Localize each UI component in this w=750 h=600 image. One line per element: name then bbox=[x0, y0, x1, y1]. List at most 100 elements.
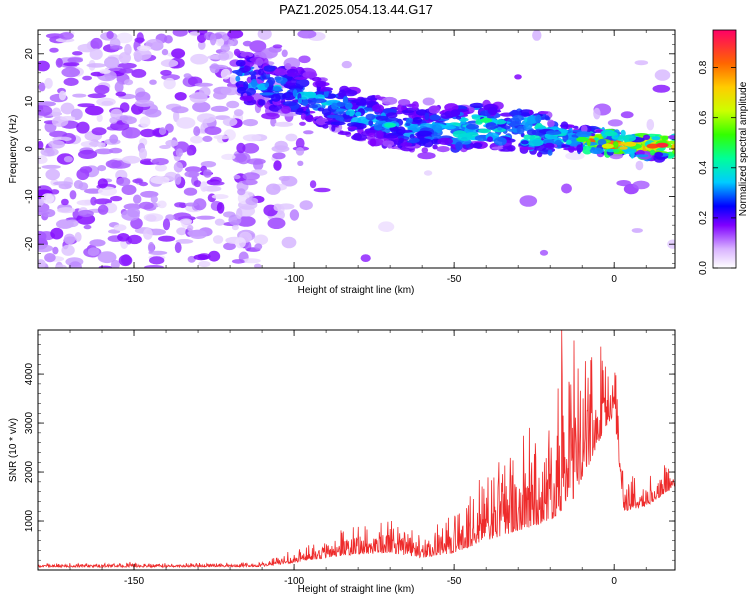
spectrogram-cell bbox=[214, 218, 225, 226]
spectrogram-ridge-cell bbox=[497, 126, 502, 131]
spectrogram-cell bbox=[278, 175, 290, 182]
spectrogram-ridge-cell bbox=[582, 145, 593, 155]
spectrogram-cell bbox=[114, 81, 124, 93]
spectrogram-cell bbox=[631, 228, 643, 233]
spectrogram-cell bbox=[89, 48, 103, 60]
spectrogram-ridge-cell bbox=[292, 89, 298, 98]
spectrogram-cell bbox=[161, 74, 181, 81]
snr-ticks: -150 -100 -50 0 1000 2000 3000 4000 bbox=[24, 330, 675, 587]
spectrogram-ridge-cell bbox=[436, 146, 450, 153]
spectrogram-cell bbox=[227, 30, 244, 39]
spectrogram-cell bbox=[176, 227, 188, 236]
spectrogram-cell bbox=[76, 121, 90, 134]
spectrogram-ridge-cell bbox=[255, 57, 264, 66]
spectrogram-ridge-cell bbox=[485, 122, 497, 130]
spectrogram-cell bbox=[190, 135, 204, 144]
spectrogram-cell bbox=[183, 187, 198, 196]
spectrogram-ridge-cell bbox=[257, 99, 266, 106]
spectrogram-ridge-cell bbox=[542, 139, 557, 145]
spectrogram-ridge-cell bbox=[554, 139, 562, 146]
spectrogram-ridge-cell bbox=[335, 116, 345, 121]
spectrogram-cell bbox=[79, 166, 93, 174]
spectrogram-cell bbox=[261, 112, 280, 120]
spectrogram-ridge-cell bbox=[535, 114, 542, 124]
spectrogram-cell bbox=[198, 260, 211, 268]
spectrogram-cell bbox=[295, 137, 305, 149]
spectrogram-cell bbox=[297, 30, 317, 39]
spectrogram-ridge-cell bbox=[258, 68, 264, 76]
spectrogram-cell bbox=[130, 217, 143, 230]
spectrogram-ridge-cell bbox=[597, 138, 607, 146]
spectrogram-cell bbox=[231, 153, 247, 163]
colorbar-tick-label: 0.0 bbox=[698, 261, 709, 275]
spectrogram-cell bbox=[55, 57, 63, 68]
spectrogram-ridge-cell bbox=[375, 115, 389, 121]
spectrogram-cell bbox=[72, 51, 83, 56]
spectrogram-ridge-cell bbox=[516, 125, 525, 135]
spectrogram-ridge-cell bbox=[315, 80, 327, 88]
spectrogram-cell bbox=[203, 169, 212, 178]
spectrogram-ridge-cell bbox=[478, 128, 491, 134]
spectrogram-cell bbox=[41, 164, 61, 169]
spectrogram-cell bbox=[61, 198, 69, 206]
spectrogram-ridge-cell bbox=[507, 145, 516, 152]
spectrogram-cell bbox=[187, 224, 194, 231]
spectrogram-cell bbox=[158, 235, 176, 242]
spectrogram-cell bbox=[635, 160, 644, 171]
spectrogram-ridge-cell bbox=[519, 146, 535, 151]
spectrogram-cell bbox=[211, 194, 229, 200]
spectrogram-ridge-cell bbox=[612, 141, 619, 149]
spectrogram-cell bbox=[97, 204, 109, 215]
spectrogram-xlabel: Height of straight line (km) bbox=[298, 285, 415, 296]
spectrogram-cell bbox=[254, 263, 262, 268]
spectrogram-ridge-cell bbox=[281, 92, 296, 101]
spectrogram-ridge-cell bbox=[456, 108, 469, 113]
spectrogram-cell bbox=[149, 79, 157, 85]
spectrogram-cell bbox=[189, 31, 201, 37]
spectrogram-ridge-cell bbox=[355, 111, 362, 117]
spectrogram-cell bbox=[561, 183, 572, 194]
spectrogram-cell bbox=[607, 119, 623, 127]
spectrogram-cell bbox=[215, 38, 225, 47]
spectrogram-ylabel: Frequency (Hz) bbox=[8, 115, 19, 184]
y-tick-label: -10 bbox=[24, 189, 35, 204]
spectrogram-cell bbox=[261, 48, 278, 59]
spectrogram-cell bbox=[226, 100, 240, 109]
spectrogram-cell bbox=[242, 172, 260, 181]
spectrogram-cell bbox=[119, 102, 130, 113]
spectrogram-cell bbox=[109, 134, 119, 144]
spectrogram-cell bbox=[149, 256, 165, 265]
y-tick-label: 4000 bbox=[24, 363, 35, 386]
x-tick-label: 0 bbox=[611, 576, 617, 587]
spectrogram-ridge-cell bbox=[365, 129, 380, 134]
spectrogram-cell bbox=[539, 249, 549, 256]
spectrogram-ridge-cell bbox=[368, 132, 376, 137]
spectrogram-ridge-cell bbox=[635, 154, 649, 158]
spectrogram-cell bbox=[165, 139, 179, 147]
spectrogram-cell bbox=[91, 127, 107, 136]
spectrogram-cell bbox=[55, 264, 67, 268]
spectrogram-ridge-cell bbox=[661, 135, 669, 141]
spectrogram-ridge-cell bbox=[335, 102, 346, 107]
spectrogram-ridge-cell bbox=[472, 142, 483, 149]
spectrogram-ridge-cell bbox=[654, 151, 664, 158]
spectrogram-cell bbox=[616, 180, 631, 187]
spectrogram-cell bbox=[87, 93, 107, 99]
spectrogram-cell bbox=[378, 221, 395, 232]
spectrogram-cell bbox=[184, 170, 200, 178]
spectrogram-cell bbox=[84, 188, 103, 194]
spectrogram-cell bbox=[171, 106, 189, 114]
spectrogram-cell bbox=[173, 161, 184, 173]
spectrogram-ridge-cell bbox=[416, 109, 428, 116]
spectrogram-cell bbox=[63, 77, 79, 86]
spectrogram-ridge-cell bbox=[236, 86, 247, 94]
spectrogram-cell bbox=[118, 52, 131, 64]
spectrogram-cell bbox=[38, 60, 50, 72]
spectrogram-cell bbox=[110, 45, 123, 51]
spectrogram-cell bbox=[45, 33, 64, 39]
spectrogram-ridge-cell bbox=[237, 71, 243, 77]
spectrogram-ridge-cell bbox=[398, 129, 413, 133]
spectrogram-cell bbox=[174, 92, 187, 101]
